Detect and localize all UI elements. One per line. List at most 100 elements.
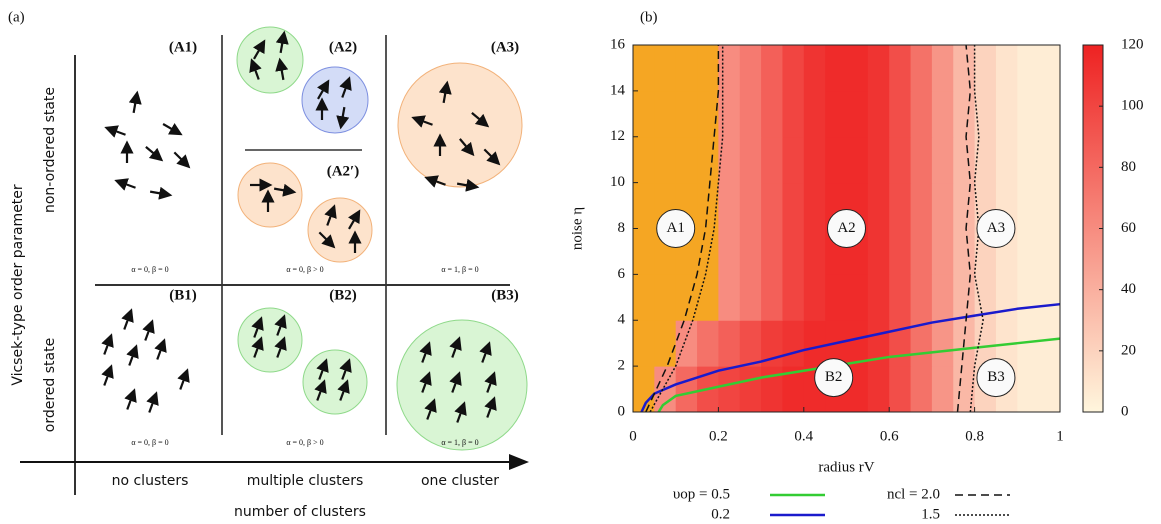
heatmap-cell — [782, 183, 804, 229]
no-cluster-cell — [654, 91, 676, 137]
cluster — [308, 198, 372, 262]
heatmap-cell — [1017, 274, 1039, 320]
no-cluster-cell — [633, 137, 655, 183]
no-cluster-cell — [697, 45, 719, 91]
arrow — [110, 129, 125, 134]
heatmap-cell — [1039, 91, 1061, 137]
heatmap-cell — [911, 137, 933, 183]
heatmap-cell — [932, 274, 954, 320]
panel-label: (b) — [640, 9, 658, 25]
no-cluster-cell — [654, 137, 676, 183]
cell-caption: α = 0, β = 0 — [131, 265, 168, 274]
cluster — [302, 67, 368, 133]
column-label: multiple clusters — [247, 473, 364, 489]
figure: (a) Vicsek-type order parameter non-orde… — [0, 0, 1161, 524]
no-cluster-cell — [697, 137, 719, 183]
y-tick-label: 10 — [610, 174, 625, 190]
cell-id: (A3) — [491, 39, 519, 55]
arrow — [127, 394, 132, 409]
y-tick-label: 8 — [618, 220, 626, 236]
y-tick-label: 16 — [610, 36, 626, 52]
heatmap-cell — [1039, 366, 1061, 412]
no-cluster-cell — [654, 274, 676, 320]
heatmap-cell — [761, 183, 783, 229]
region-label: A1 — [667, 220, 685, 236]
heatmap-cell — [1017, 183, 1039, 229]
heatmap-cell — [996, 274, 1018, 320]
y-tick-label: 4 — [618, 312, 626, 328]
heatmap-cell — [975, 45, 997, 91]
heatmap-cell — [911, 183, 933, 229]
heatmap-cell — [740, 366, 762, 412]
heatmap-cell — [889, 137, 911, 183]
no-cluster-cell — [654, 45, 676, 91]
cell-caption: α = 1, β = 0 — [441, 438, 478, 447]
colorbar-tick-label: 100 — [1121, 98, 1144, 114]
legend-label: 0.2 — [711, 506, 730, 522]
heatmap-cell — [932, 366, 954, 412]
heatmap-cell — [718, 274, 740, 320]
heatmap-cell — [718, 229, 740, 275]
heatmap-cell — [932, 320, 954, 366]
column-label: no clusters — [112, 473, 189, 489]
arrow — [134, 97, 137, 113]
heatmap-cell — [1039, 137, 1061, 183]
cell-caption: α = 1, β = 0 — [441, 265, 478, 274]
colorbar-tick-label: 80 — [1121, 159, 1136, 175]
no-cluster-cell — [654, 320, 676, 366]
heatmap-cell — [847, 91, 869, 137]
heatmap-cell — [1017, 229, 1039, 275]
heatmap-cell — [868, 183, 890, 229]
heatmap-cell — [889, 91, 911, 137]
heatmap-cell — [953, 183, 975, 229]
heatmap-cell — [1039, 183, 1061, 229]
heatmap-cell — [847, 45, 869, 91]
heatmap-cell — [676, 320, 698, 366]
heatmap-cell — [676, 366, 698, 412]
legend-label: ncl = 2.0 — [887, 486, 940, 502]
no-cluster-cell — [633, 229, 655, 275]
heatmap-cell — [740, 229, 762, 275]
arrow — [145, 325, 150, 340]
legend-label: υop = 0.5 — [673, 486, 730, 502]
heatmap-cell — [804, 45, 826, 91]
heatmap-cell — [868, 91, 890, 137]
colorbar-tick-label: 60 — [1121, 220, 1136, 236]
heatmap-cell — [975, 137, 997, 183]
arrow — [149, 397, 154, 412]
heatmap-cell — [804, 137, 826, 183]
heatmap-cell — [868, 137, 890, 183]
heatmap-cell — [718, 366, 740, 412]
cluster — [237, 27, 303, 93]
heatmap-cell — [911, 91, 933, 137]
arrow — [104, 339, 109, 354]
y-axis-label: Vicsek-type order parameter — [10, 184, 26, 386]
heatmap-cell — [932, 183, 954, 229]
region-label: A2 — [837, 220, 855, 236]
heatmap-cell — [953, 229, 975, 275]
heatmap-cell — [1039, 45, 1061, 91]
no-cluster-cell — [697, 229, 719, 275]
panel-a: (a) Vicsek-type order parameter non-orde… — [8, 9, 527, 520]
x-tick-label: 0.8 — [965, 428, 984, 444]
arrow — [150, 192, 166, 195]
heatmap-cell — [889, 45, 911, 91]
cluster — [238, 308, 302, 372]
panel-label: (a) — [8, 9, 25, 25]
y-axis-label: noise η — [569, 207, 585, 250]
no-cluster-cell — [697, 91, 719, 137]
heatmap-cell — [889, 366, 911, 412]
x-tick-label: 1 — [1056, 428, 1064, 444]
heatmap-cell — [889, 229, 911, 275]
heatmap-cell — [825, 45, 847, 91]
arrow — [104, 370, 109, 385]
heatmap-cell — [932, 45, 954, 91]
region-label: A3 — [987, 220, 1005, 236]
y-tick-label: 6 — [618, 266, 626, 282]
colorbar-tick-label: 0 — [1121, 403, 1129, 419]
x-tick-label: 0.6 — [880, 428, 899, 444]
heatmap-cell — [740, 91, 762, 137]
heatmap-cell — [761, 274, 783, 320]
cell-id: (B1) — [169, 287, 197, 303]
